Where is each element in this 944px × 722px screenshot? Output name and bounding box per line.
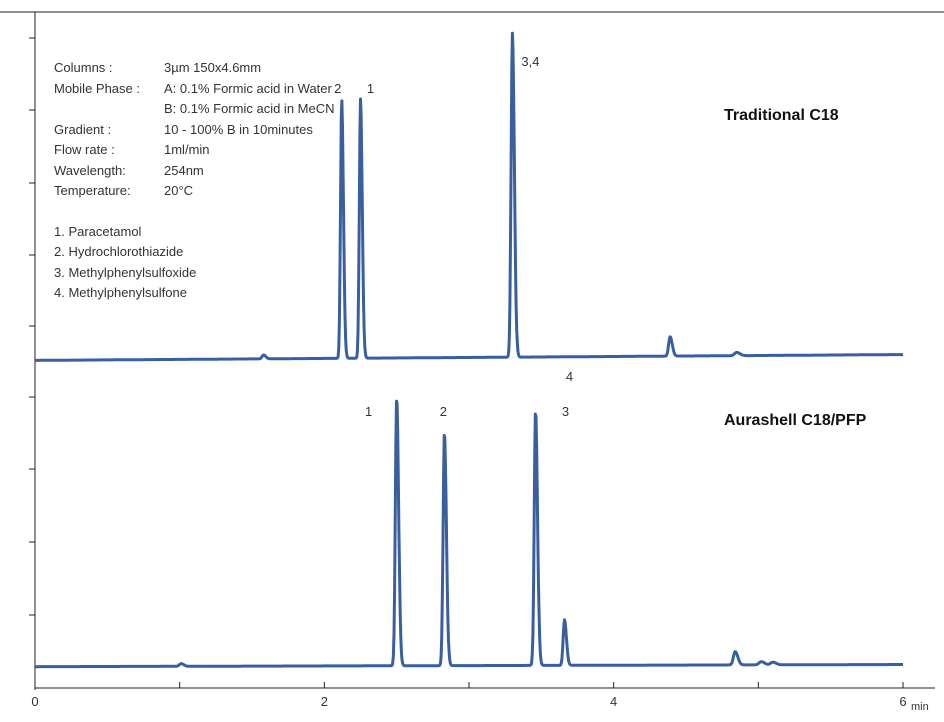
peak-label: 1: [365, 404, 372, 419]
condition-row: Temperature: 20°C: [54, 181, 335, 202]
x-axis-label: min: [911, 701, 929, 713]
condition-value: 20°C: [164, 183, 194, 198]
peak-label: 1: [367, 81, 374, 96]
condition-value: 254nm: [164, 162, 204, 178]
condition-row: B: 0.1% Formic acid in MeCN: [54, 99, 335, 120]
condition-value: 3µm 150x4.6mm: [164, 60, 262, 75]
x-tick-label: 6: [899, 694, 906, 709]
condition-label: Columns :: [54, 60, 113, 75]
condition-value: A: 0.1% Formic acid in Water: [164, 80, 332, 96]
condition-label: Temperature:: [54, 183, 131, 198]
condition-value: 10 - 100% B in 10minutes: [164, 121, 313, 137]
condition-row: Wavelength: 254nm: [54, 161, 335, 182]
compound-item: 3. Methylphenylsulfoxide: [54, 264, 197, 280]
condition-row: Mobile Phase : A: 0.1% Formic acid in Wa…: [54, 79, 335, 100]
condition-row: Columns : 3µm 150x4.6mm: [54, 58, 335, 79]
peak-label: 2: [334, 81, 341, 96]
condition-label: Flow rate :: [54, 142, 115, 157]
peak-label: 3,4: [521, 54, 539, 69]
condition-label: Gradient :: [54, 121, 112, 137]
series-title-traditional: Traditional C18: [724, 107, 839, 124]
conditions-panel: Columns : 3µm 150x4.6mm Mobile Phase : A…: [54, 58, 335, 304]
trace-line-0: [34, 31, 904, 362]
compound-item: 4. Methylphenylsulfone: [54, 285, 187, 300]
condition-label: Mobile Phase :: [54, 80, 140, 96]
condition-value: 1ml/min: [164, 142, 210, 157]
compound-item: 1. Paracetamol: [54, 223, 142, 239]
peak-label: 2: [440, 404, 447, 419]
x-tick-label: 2: [321, 694, 328, 709]
peak-label: 4: [566, 369, 573, 384]
x-tick-label: 4: [610, 694, 617, 709]
condition-label: Wavelength:: [54, 162, 126, 178]
compound-item: 2. Hydrochlorothiazide: [54, 244, 184, 259]
x-tick-label: 0: [31, 694, 38, 709]
series-title-aurashell: Aurashell C18/PFP: [724, 412, 867, 429]
condition-row: Flow rate : 1ml/min: [54, 140, 335, 161]
trace-line-1: [34, 399, 904, 669]
condition-label: [54, 99, 164, 120]
condition-value: B: 0.1% Formic acid in MeCN: [164, 101, 335, 116]
peak-label: 3: [562, 404, 569, 419]
condition-row: Gradient : 10 - 100% B in 10minutes: [54, 120, 335, 141]
compound-list: 1. Paracetamol 2. Hydrochlorothiazide 3.…: [54, 222, 335, 304]
